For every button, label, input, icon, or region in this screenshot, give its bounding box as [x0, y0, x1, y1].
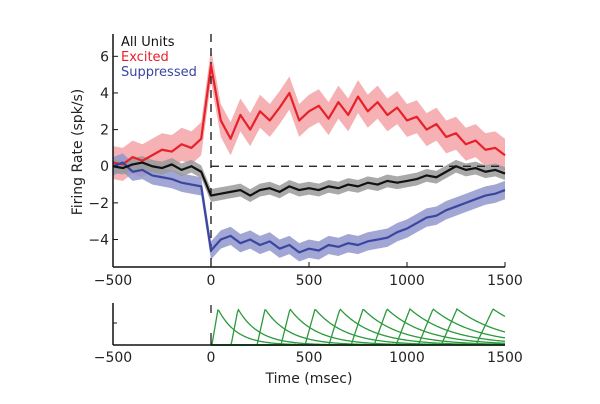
legend-all-units: All Units: [121, 35, 175, 50]
series-line-excited: [112, 64, 506, 166]
y-tick-label: −2: [88, 196, 109, 212]
x-tick-label: 500: [296, 273, 323, 289]
basis-function-plot: −500 0 500 1000 1500: [94, 303, 523, 366]
sem-band-suppressed: [113, 153, 505, 262]
x-tick-label: 0: [207, 273, 216, 289]
x-tick-label: −500: [94, 350, 132, 366]
legend-suppressed: Suppressed: [121, 65, 197, 80]
x-axis-label: Time (msec): [265, 371, 353, 387]
series-line-all-units: [112, 161, 506, 197]
y-tick-label: 6: [100, 49, 109, 65]
x-tick-label: 1500: [487, 273, 523, 289]
series-line-suppressed: [112, 161, 506, 254]
firing-rate-plot: −4 −2 0 2 4 6 −500 0 500 1000 1500: [88, 34, 523, 289]
y-axis-label: Firing Rate (spk/s): [70, 89, 86, 216]
y-tick-label: 0: [100, 159, 109, 175]
y-tick-label: −4: [88, 233, 109, 249]
x-tick-label: 500: [296, 350, 323, 366]
y-tick-label: 4: [100, 86, 109, 102]
x-tick-label: 1000: [389, 273, 425, 289]
x-tick-label: −500: [94, 273, 132, 289]
x-tick-label: 0: [207, 350, 216, 366]
y-tick-label: 2: [100, 123, 109, 139]
x-tick-label: 1500: [487, 350, 523, 366]
legend-excited: Excited: [121, 50, 169, 65]
x-tick-label: 1000: [389, 350, 425, 366]
